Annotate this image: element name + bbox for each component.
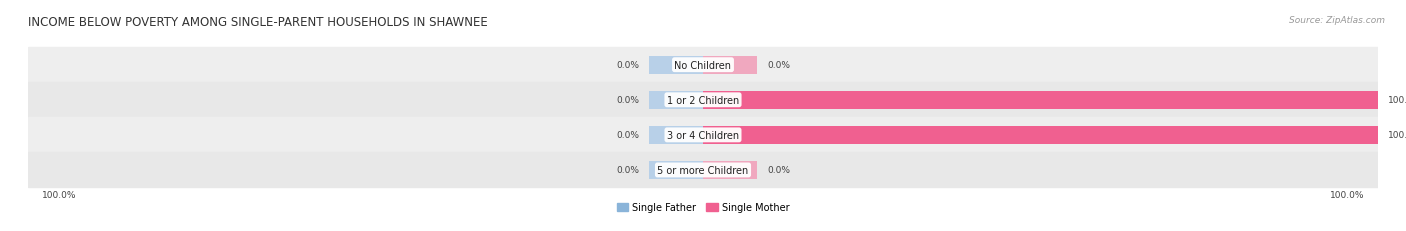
Bar xyxy=(650,161,703,179)
Text: 100.0%: 100.0% xyxy=(1388,131,1406,140)
Bar xyxy=(28,118,1378,153)
Text: 100.0%: 100.0% xyxy=(1330,190,1364,199)
Text: 100.0%: 100.0% xyxy=(1388,96,1406,105)
Bar xyxy=(28,48,1378,83)
Text: 5 or more Children: 5 or more Children xyxy=(658,165,748,175)
Text: 1 or 2 Children: 1 or 2 Children xyxy=(666,95,740,105)
Text: Source: ZipAtlas.com: Source: ZipAtlas.com xyxy=(1289,16,1385,25)
Bar xyxy=(650,56,703,74)
Legend: Single Father, Single Mother: Single Father, Single Mother xyxy=(613,198,793,216)
Bar xyxy=(703,126,1378,144)
Text: 100.0%: 100.0% xyxy=(42,190,76,199)
Text: No Children: No Children xyxy=(675,61,731,70)
Bar xyxy=(703,161,756,179)
Text: 0.0%: 0.0% xyxy=(768,61,790,70)
Text: 0.0%: 0.0% xyxy=(616,96,638,105)
Text: 0.0%: 0.0% xyxy=(616,166,638,175)
Bar xyxy=(28,83,1378,118)
Text: 0.0%: 0.0% xyxy=(616,131,638,140)
Bar xyxy=(703,91,1378,109)
Bar xyxy=(650,126,703,144)
Bar xyxy=(28,153,1378,188)
Bar xyxy=(703,56,756,74)
Text: INCOME BELOW POVERTY AMONG SINGLE-PARENT HOUSEHOLDS IN SHAWNEE: INCOME BELOW POVERTY AMONG SINGLE-PARENT… xyxy=(28,16,488,29)
Bar xyxy=(650,91,703,109)
Text: 0.0%: 0.0% xyxy=(768,166,790,175)
Text: 3 or 4 Children: 3 or 4 Children xyxy=(666,130,740,140)
Text: 0.0%: 0.0% xyxy=(616,61,638,70)
